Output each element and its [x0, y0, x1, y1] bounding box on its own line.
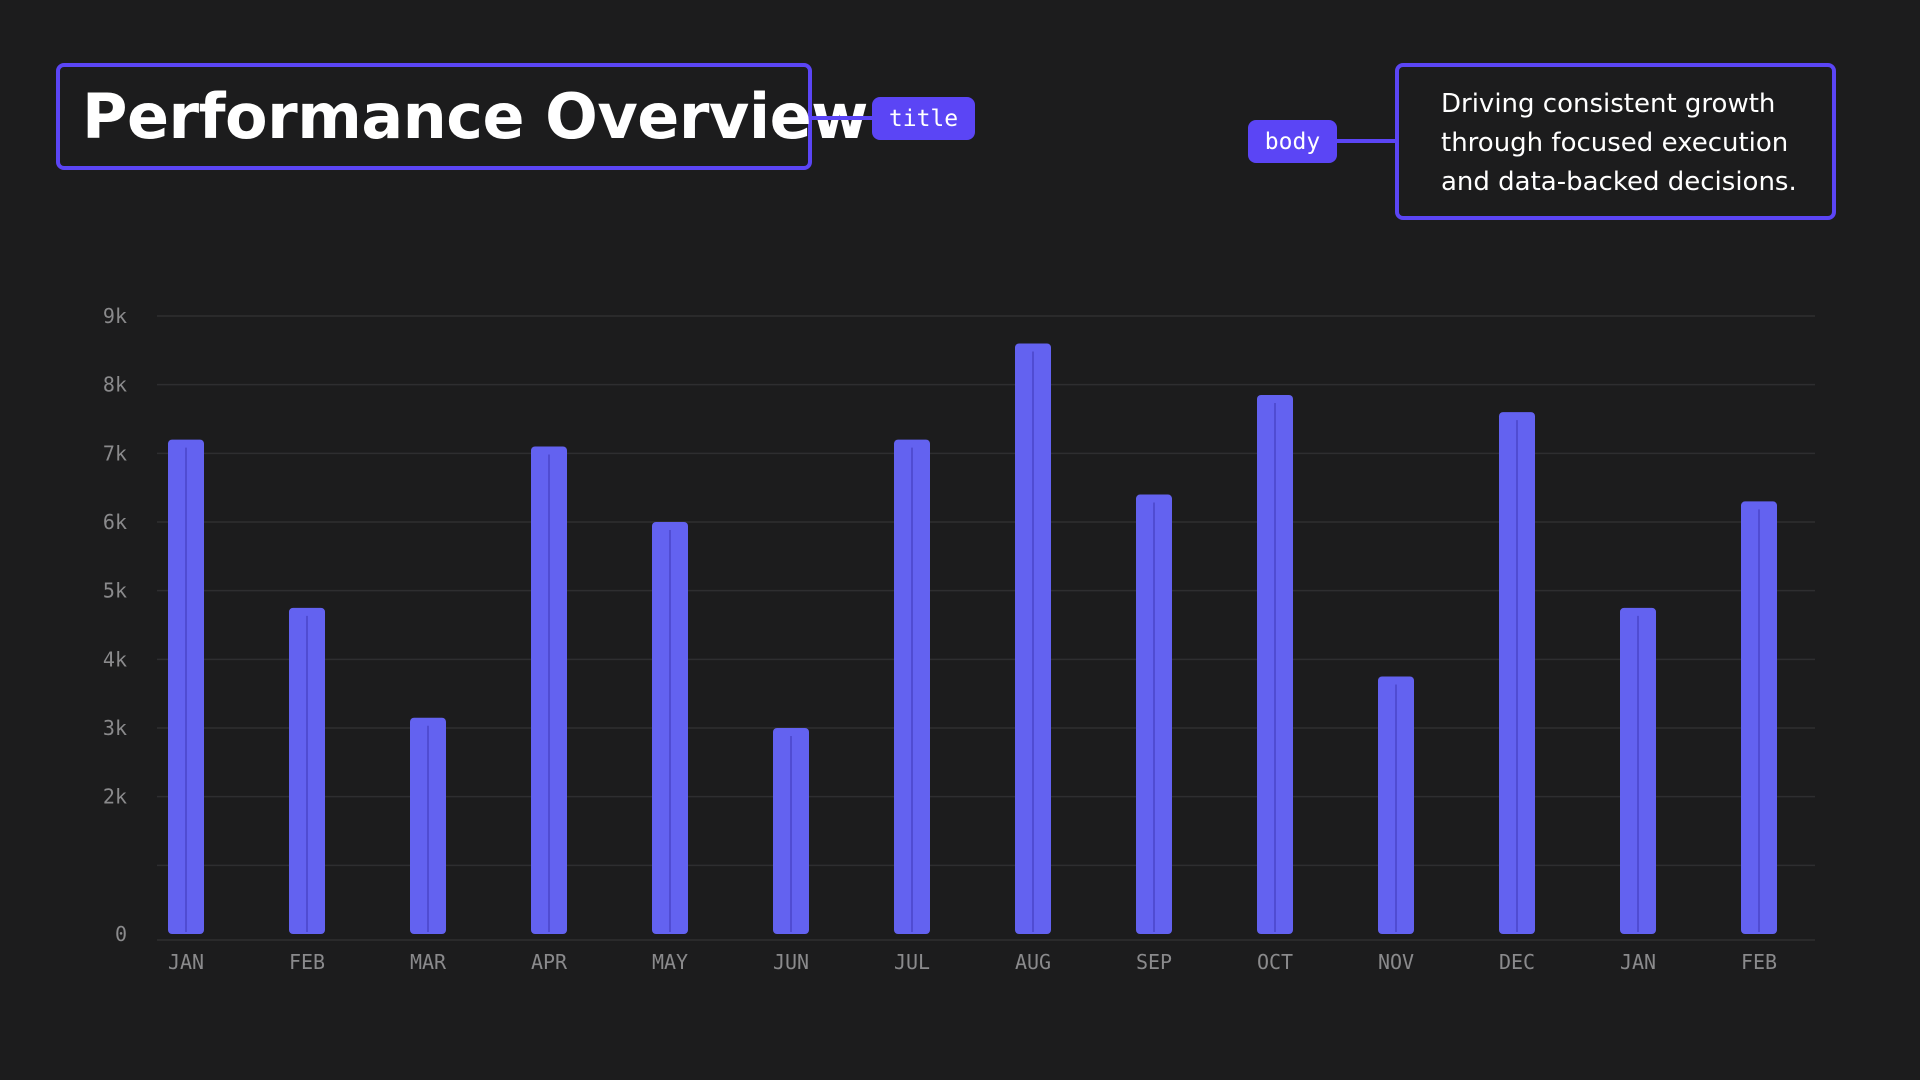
y-tick-label: 7k	[103, 441, 127, 465]
x-tick-label: JAN	[1620, 950, 1656, 974]
y-tick-label: 2k	[103, 785, 127, 809]
x-tick-label: SEP	[1136, 950, 1172, 974]
body-connector	[1336, 139, 1396, 143]
x-tick-label: DEC	[1499, 950, 1535, 974]
x-tick-label: AUG	[1015, 950, 1051, 974]
y-tick-label: 3k	[103, 716, 127, 740]
body-tag: body	[1248, 120, 1337, 163]
y-tick-label: 0	[115, 922, 127, 946]
x-tick-label: APR	[531, 950, 568, 974]
title-box: Performance Overview	[56, 63, 868, 170]
y-tick-label: 5k	[103, 579, 127, 603]
x-tick-label: JUL	[894, 950, 930, 974]
body-box: Driving consistent growth through focuse…	[1395, 63, 1836, 220]
x-tick-label: JUN	[773, 950, 809, 974]
title-connector	[812, 116, 874, 120]
page-title: Performance Overview	[82, 80, 868, 153]
x-tick-label: OCT	[1257, 950, 1293, 974]
x-tick-label: MAR	[410, 950, 447, 974]
x-tick-label: FEB	[289, 950, 325, 974]
y-tick-label: 6k	[103, 510, 127, 534]
title-tag: title	[872, 97, 975, 140]
body-text: Driving consistent growth through focuse…	[1441, 89, 1797, 197]
y-tick-label: 9k	[103, 304, 127, 328]
x-tick-label: MAY	[652, 950, 688, 974]
y-tick-label: 4k	[103, 647, 127, 671]
x-tick-label: NOV	[1378, 950, 1414, 974]
x-tick-label: JAN	[168, 950, 204, 974]
y-tick-label: 8k	[103, 373, 127, 397]
x-tick-label: FEB	[1741, 950, 1777, 974]
